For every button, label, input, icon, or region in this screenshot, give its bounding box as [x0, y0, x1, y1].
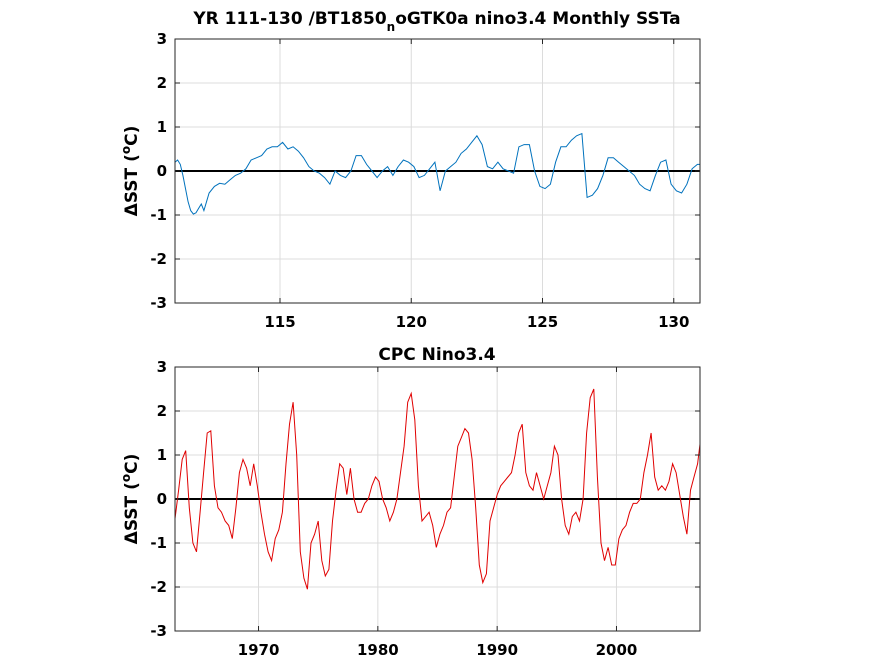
bottom-y-tick-label-3: 3: [157, 358, 167, 376]
top-ticks: 115 120 125 130 -3 -2 -1 0 1 2 3: [150, 30, 700, 331]
bottom-x-tick-label-1990: 1990: [476, 641, 518, 656]
bottom-y-tick-label-2: 2: [157, 402, 167, 420]
bottom-x-tick-label-2000: 2000: [596, 641, 638, 656]
bottom-chart-title: CPC Nino3.4: [378, 345, 495, 365]
bottom-x-tick-label-1980: 1980: [357, 641, 399, 656]
top-y-tick-label--2: -2: [150, 250, 167, 268]
top-x-tick-label-115: 115: [264, 313, 295, 331]
top-chart-title: YR 111-130 /BT1850noGTK0a nino3.4 Monthl…: [192, 9, 680, 34]
bottom-y-tick-label--1: -1: [150, 534, 167, 552]
bottom-y-tick-label--2: -2: [150, 578, 167, 596]
top-y-tick-label-2: 2: [157, 74, 167, 92]
top-x-tick-label-125: 125: [527, 313, 558, 331]
top-y-tick-label-1: 1: [157, 118, 167, 136]
bottom-y-tick-label-1: 1: [157, 446, 167, 464]
bottom-y-axis-label: ΔSST (oC): [119, 454, 142, 545]
bottom-x-tick-label-1970: 1970: [238, 641, 280, 656]
bottom-ticks: 1970 1980 1990 2000 -3 -2 -1 0 1 2 3: [150, 358, 700, 656]
top-y-tick-label-0: 0: [157, 162, 167, 180]
top-y-tick-label--3: -3: [150, 294, 167, 312]
bottom-y-tick-label-0: 0: [157, 490, 167, 508]
bottom-series-line: [174, 388, 701, 590]
top-series-line: [174, 132, 700, 215]
top-y-tick-label-3: 3: [157, 30, 167, 48]
top-x-tick-label-120: 120: [396, 313, 427, 331]
top-y-tick-label--1: -1: [150, 206, 167, 224]
bottom-y-tick-label--3: -3: [150, 622, 167, 640]
bottom-panel: CPC Nino3.4 ΔSST (oC) 1970 1980 1990 2000 -3…: [119, 345, 701, 656]
top-y-axis-label: ΔSST (oC): [119, 126, 142, 217]
top-x-tick-label-130: 130: [658, 313, 689, 331]
top-panel: YR 111-130 /BT1850noGTK0a nino3.4 Monthl…: [119, 9, 701, 331]
